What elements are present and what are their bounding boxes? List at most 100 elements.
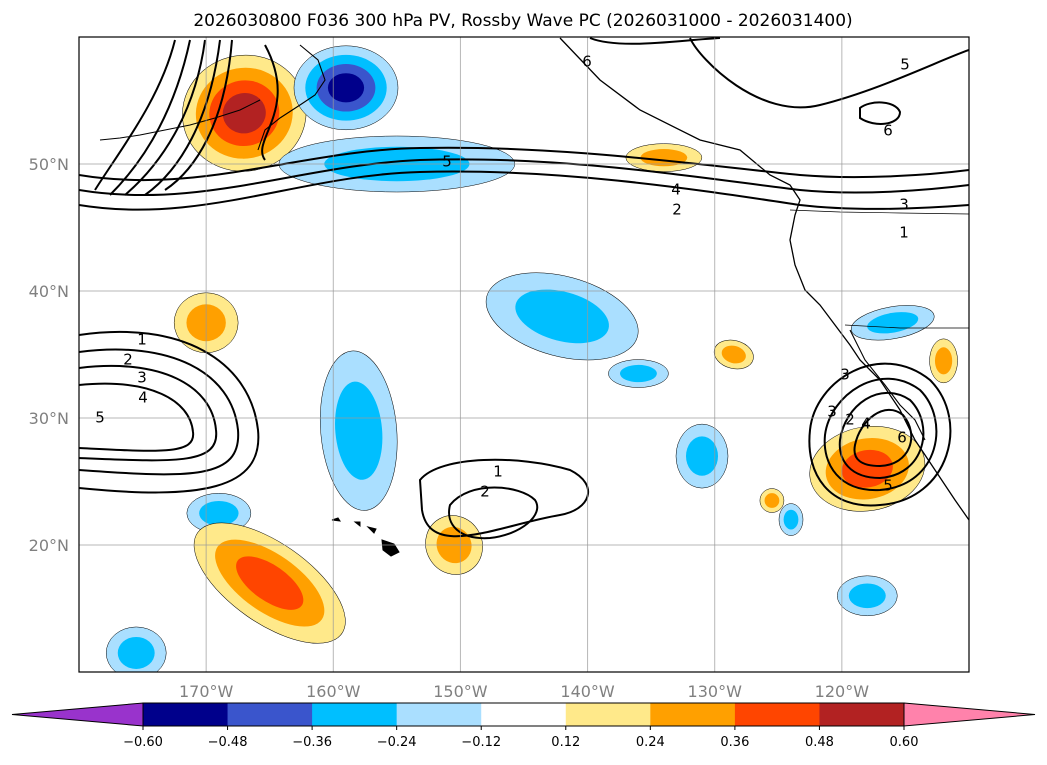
pv-anomaly-blob	[105, 626, 167, 672]
pv-anomaly-blob	[759, 488, 785, 513]
coastline-alaska-peninsula	[257, 44, 326, 151]
contour-label: 2	[123, 351, 133, 369]
pv-anomaly-blob	[929, 338, 958, 384]
latitude-labels: 20°N 30°N 40°N 50°N	[29, 155, 69, 555]
contour-label: 5	[900, 56, 910, 74]
pv-anomaly-fill	[619, 364, 657, 383]
pc-contour-line	[79, 330, 260, 494]
colorbar-bin	[396, 703, 482, 726]
pv-anomaly-fill	[721, 345, 746, 364]
colorbar-bin	[143, 703, 229, 726]
lat-tick-label: 50°N	[29, 155, 69, 174]
pv-anomaly-fill	[934, 347, 953, 375]
pc-contour-line	[144, 39, 221, 196]
contour-label: 2	[845, 411, 855, 429]
us-canada-border	[789, 209, 969, 215]
pv-anomaly-fill	[335, 381, 383, 480]
contour-label: 2	[672, 201, 682, 219]
rossby-wave-pc-contours	[79, 37, 969, 540]
coastline-north-america	[559, 37, 969, 521]
contour-label: 5	[442, 153, 452, 171]
colorbar-tick-label: 0.48	[805, 735, 834, 750]
pv-anomaly-fill	[515, 289, 609, 344]
pv-anomaly-fill	[117, 636, 155, 669]
lon-tick-label: 140°W	[560, 682, 615, 701]
contour-label: 1	[137, 331, 147, 349]
colorbar: −0.60 −0.48 −0.36 −0.24 −0.12 0.12 0.24 0.36 0.4…	[11, 702, 1036, 750]
pv-anomaly-blob	[293, 45, 399, 131]
pc-contour-line	[94, 39, 176, 191]
pv-anomaly-fill	[236, 556, 304, 610]
lon-tick-label: 130°W	[688, 682, 743, 701]
pc-contour-line	[261, 44, 279, 161]
pc-contour-line	[853, 408, 913, 468]
pc-contour-line	[164, 39, 233, 191]
colorbar-bin	[312, 703, 398, 726]
contour-label: 6	[582, 53, 592, 71]
contour-label: 3	[899, 196, 909, 214]
pv-anomaly-blob	[837, 575, 898, 617]
pc-contour-line	[79, 382, 195, 452]
lon-tick-label: 160°W	[306, 682, 361, 701]
pc-contour-line	[808, 362, 952, 507]
pc-contour-line	[838, 391, 925, 480]
pv-anomaly-blob	[608, 359, 669, 388]
chart-title: 2026030800 F036 300 hPa PV, Rossby Wave …	[193, 11, 852, 31]
contour-label: 6	[883, 122, 893, 140]
pc-contour-line	[859, 101, 902, 125]
contour-label: 1	[899, 224, 909, 242]
pc-contour-line	[689, 37, 969, 109]
lat-tick-label: 40°N	[29, 282, 69, 301]
pc-contour-line	[79, 170, 969, 211]
pc-contour-line	[589, 37, 721, 45]
pv-anomaly-blob	[485, 272, 639, 361]
pv-anomaly-blob	[186, 493, 252, 534]
colorbar-bin	[565, 703, 651, 726]
coastline-baja	[849, 329, 926, 441]
pv-anomaly-blob	[778, 503, 804, 536]
pv-anomaly-fill	[848, 583, 886, 609]
pc-contour-line	[823, 377, 938, 492]
lon-tick-label: 170°W	[179, 682, 234, 701]
graticule	[79, 37, 969, 672]
pv-anomaly-fill	[764, 493, 780, 508]
pv-anomaly-fill	[783, 509, 799, 530]
contour-label: 4	[671, 181, 681, 199]
pv-anomaly-blob	[182, 54, 307, 172]
pc-contour-line	[109, 39, 191, 196]
colorbar-tick-label: 0.60	[890, 735, 919, 750]
colorbar-extend-max	[903, 702, 1036, 727]
colorbar-tick-label: 0.36	[720, 735, 749, 750]
us-mexico-border	[844, 324, 969, 329]
pv-anomaly-fill	[327, 73, 365, 103]
contour-label: 5	[883, 477, 893, 495]
contour-label: 4	[861, 415, 871, 433]
pc-contour-line	[448, 486, 539, 540]
contour-label: 6	[897, 429, 907, 447]
colorbar-extend-min	[11, 702, 144, 727]
pv-anomaly-fill	[222, 92, 266, 134]
contour-label: 4	[138, 389, 148, 407]
colorbar-bin	[734, 703, 820, 726]
pv-anomaly-blob	[675, 423, 729, 489]
colorbar-bin	[819, 703, 905, 726]
lat-tick-label: 30°N	[29, 409, 69, 428]
colorbar-tick-label: −0.24	[377, 735, 417, 750]
contour-label: 1	[493, 463, 503, 481]
pv-anomaly-blob	[193, 522, 346, 644]
colorbar-tick-label: −0.60	[123, 735, 163, 750]
colorbar-tick-label: −0.36	[292, 735, 332, 750]
hawaiian-islands	[331, 517, 400, 557]
lon-tick-label: 120°W	[815, 682, 870, 701]
pv-anomaly-blob	[319, 350, 398, 511]
contour-label: 3	[827, 403, 837, 421]
colorbar-bin	[650, 703, 736, 726]
contour-label: 2	[480, 483, 490, 501]
pc-contour-line	[79, 146, 969, 182]
pc-contour-line	[124, 39, 206, 196]
colorbar-bin	[227, 703, 313, 726]
lon-tick-label: 150°W	[433, 682, 488, 701]
